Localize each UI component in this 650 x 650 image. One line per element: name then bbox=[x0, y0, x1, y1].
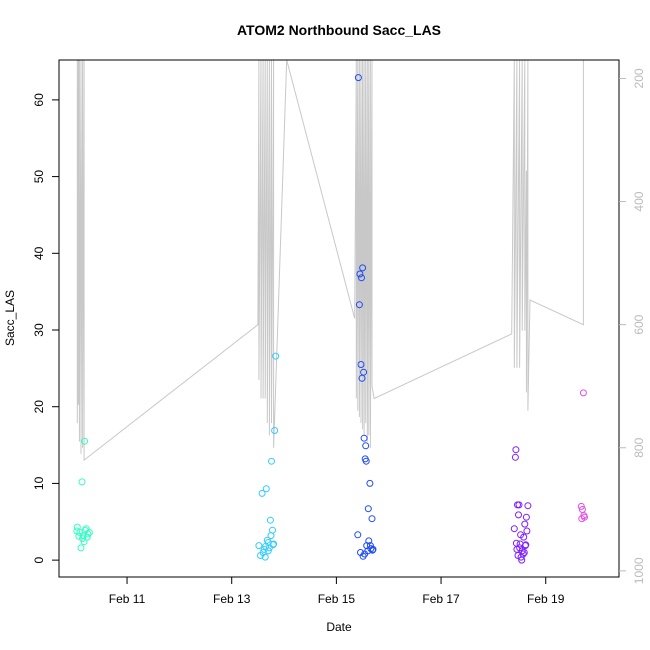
data-point bbox=[523, 527, 531, 535]
depth-line bbox=[76, 60, 584, 462]
x-tick-label: Feb 17 bbox=[422, 592, 460, 606]
data-point bbox=[515, 501, 523, 509]
x-axis: Feb 11 Feb 13 Feb 15 Feb 17 Feb 19 bbox=[109, 577, 565, 606]
x-axis-label: Date bbox=[326, 620, 352, 634]
data-point bbox=[269, 541, 277, 549]
data-point bbox=[579, 389, 587, 397]
data-point bbox=[358, 274, 365, 282]
right-y-tick-label: 200 bbox=[632, 68, 646, 88]
data-point bbox=[355, 301, 363, 309]
right-y-axis: 200 400 600 800 1000 bbox=[619, 68, 646, 584]
data-point bbox=[361, 550, 369, 558]
data-point bbox=[360, 434, 368, 442]
y-tick-label: 0 bbox=[32, 556, 46, 563]
data-point bbox=[77, 544, 85, 552]
y-tick-label: 30 bbox=[32, 323, 46, 337]
data-point bbox=[369, 546, 376, 554]
data-point bbox=[271, 427, 279, 434]
data-point bbox=[515, 511, 522, 519]
y-axis-label: Sacc_LAS bbox=[3, 290, 17, 346]
y-tick-label: 50 bbox=[32, 170, 46, 184]
data-point bbox=[73, 527, 81, 535]
data-point bbox=[512, 446, 520, 454]
data-point bbox=[357, 361, 365, 368]
y-tick-label: 10 bbox=[32, 476, 46, 490]
data-point bbox=[364, 505, 372, 513]
data-point bbox=[518, 556, 526, 564]
data-point bbox=[78, 478, 86, 486]
right-y-tick-label: 1000 bbox=[632, 557, 646, 584]
data-point bbox=[522, 513, 530, 521]
data-point bbox=[356, 270, 364, 278]
y-tick-label: 40 bbox=[32, 246, 46, 260]
depth-line-layer bbox=[76, 60, 584, 462]
data-point bbox=[354, 531, 362, 539]
data-point bbox=[268, 457, 275, 465]
data-point bbox=[510, 525, 518, 533]
right-y-tick-label: 600 bbox=[632, 314, 646, 334]
data-point bbox=[581, 513, 588, 521]
data-point bbox=[258, 489, 266, 497]
x-tick-label: Feb 19 bbox=[527, 592, 565, 606]
x-tick-label: Feb 15 bbox=[318, 592, 356, 606]
data-point bbox=[269, 526, 276, 534]
data-point bbox=[79, 532, 87, 540]
data-point bbox=[263, 536, 271, 544]
data-point bbox=[358, 374, 366, 382]
data-point bbox=[81, 437, 89, 445]
chart-title: ATOM2 Northbound Sacc_LAS bbox=[237, 22, 441, 38]
data-point bbox=[272, 352, 280, 360]
data-point bbox=[524, 502, 532, 510]
data-point bbox=[577, 502, 585, 510]
data-point bbox=[511, 453, 519, 461]
data-point bbox=[264, 547, 272, 555]
data-point bbox=[362, 442, 370, 450]
data-point bbox=[521, 520, 529, 528]
right-y-tick-label: 800 bbox=[632, 437, 646, 457]
y-tick-label: 20 bbox=[32, 400, 46, 414]
data-point bbox=[262, 485, 270, 493]
data-point bbox=[73, 523, 81, 531]
data-point bbox=[365, 537, 373, 545]
data-point bbox=[522, 541, 530, 549]
data-point bbox=[366, 479, 374, 487]
data-point bbox=[354, 74, 362, 82]
right-y-tick-label: 400 bbox=[632, 191, 646, 211]
data-point bbox=[255, 542, 263, 550]
plot-frame bbox=[58, 59, 620, 578]
y-axis: 0 10 20 30 40 50 60 bbox=[32, 93, 59, 563]
x-tick-label: Feb 13 bbox=[213, 592, 251, 606]
points-layer bbox=[73, 74, 588, 564]
data-point bbox=[359, 264, 367, 272]
x-tick-label: Feb 11 bbox=[109, 592, 146, 606]
data-point bbox=[513, 545, 521, 553]
data-point bbox=[368, 515, 376, 523]
data-point bbox=[520, 533, 528, 541]
data-point bbox=[261, 553, 269, 561]
y-tick-label: 60 bbox=[32, 93, 46, 107]
data-point bbox=[266, 516, 274, 524]
data-point bbox=[83, 533, 91, 541]
data-point bbox=[362, 457, 370, 465]
data-point bbox=[520, 549, 528, 556]
